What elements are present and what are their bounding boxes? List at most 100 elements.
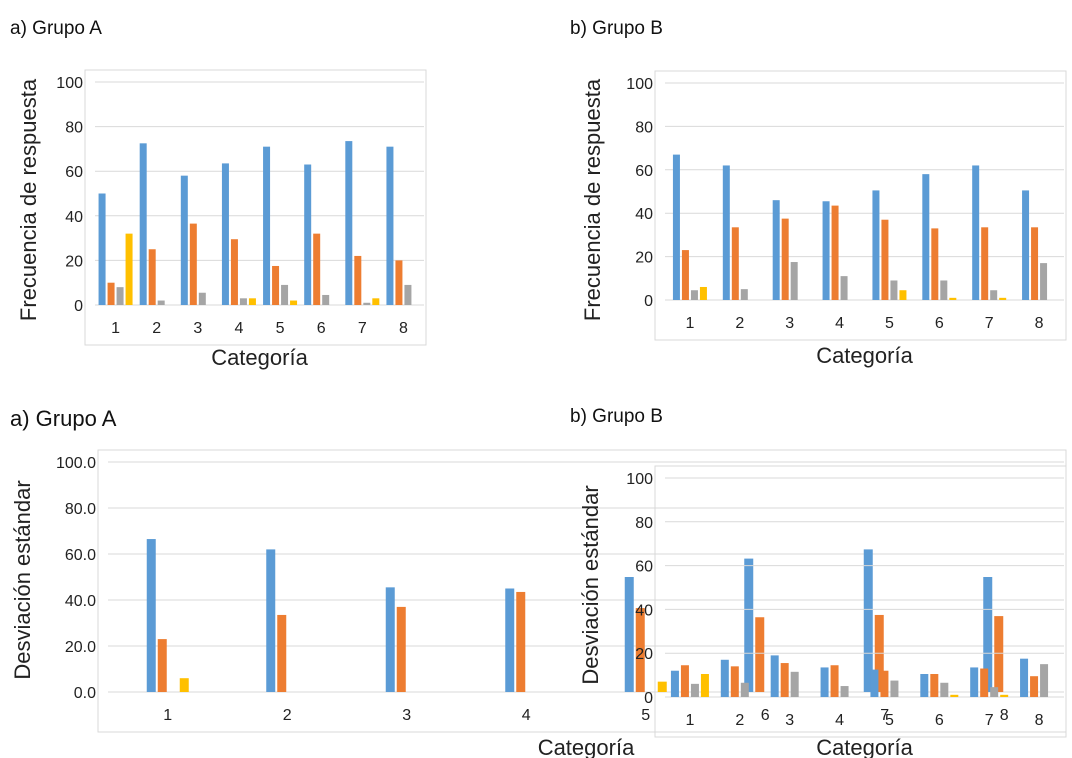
bar (690, 290, 698, 300)
bar (940, 682, 949, 697)
bar (831, 205, 839, 300)
x-tick-label: 6 (317, 320, 326, 337)
x-tick-label: 1 (685, 712, 694, 729)
bar (731, 227, 739, 300)
bar (322, 294, 330, 305)
x-axis-label: Categoría (816, 343, 913, 368)
y-tick-label: 80 (65, 120, 83, 137)
bar (657, 681, 667, 692)
bar (345, 141, 353, 305)
bar (880, 670, 889, 697)
x-tick-label: 6 (761, 707, 770, 724)
chart-title: b) Grupo B (570, 18, 663, 39)
x-tick-label: 7 (985, 315, 994, 332)
bar (999, 297, 1007, 300)
plot-frame (654, 465, 1067, 738)
bar (385, 587, 395, 692)
bar (940, 280, 948, 300)
y-tick-label: 60.0 (65, 547, 96, 564)
bar (680, 665, 689, 697)
bar (922, 174, 930, 300)
bar (1030, 676, 1039, 697)
bar (404, 284, 412, 305)
x-tick-label: 8 (1000, 707, 1009, 724)
bar (780, 663, 789, 697)
y-tick-label: 40.0 (65, 593, 96, 610)
y-tick-label: 40 (635, 206, 653, 223)
bar (950, 694, 959, 697)
bar (755, 617, 765, 692)
bar (930, 674, 939, 697)
bar (770, 655, 779, 697)
bar (670, 670, 679, 697)
x-tick-label: 2 (735, 712, 744, 729)
bar (949, 297, 957, 300)
bar (740, 289, 748, 300)
y-axis-label: Frecuencia de respuesta (16, 78, 41, 321)
x-tick-label: 6 (935, 712, 944, 729)
bar (980, 668, 989, 697)
y-tick-label: 0 (644, 690, 653, 707)
bar (125, 233, 133, 305)
bar (890, 680, 899, 697)
x-tick-label: 2 (152, 320, 161, 337)
x-tick-label: 5 (885, 712, 894, 729)
bar (313, 233, 321, 305)
bar (1020, 658, 1029, 697)
bar (107, 282, 115, 305)
bar (1031, 227, 1039, 300)
bar (972, 165, 980, 300)
bar (304, 164, 312, 305)
x-tick-label: 1 (685, 315, 694, 332)
bar (681, 250, 689, 300)
bar (990, 290, 998, 300)
y-tick-label: 80 (635, 119, 653, 136)
x-tick-label: 1 (163, 707, 172, 724)
y-tick-label: 20 (65, 253, 83, 270)
y-axis-label: Desviación estándar (10, 480, 35, 679)
bar (781, 218, 789, 300)
y-tick-label: 100 (626, 471, 653, 488)
plot-frame (84, 69, 427, 346)
bar (722, 165, 730, 300)
bar (372, 298, 380, 305)
bar (820, 667, 829, 697)
bar (395, 260, 403, 305)
x-tick-label: 8 (399, 320, 408, 337)
x-tick-label: 2 (735, 315, 744, 332)
bar (98, 193, 106, 305)
bar (139, 143, 147, 305)
bar (266, 549, 276, 692)
chart-title: a) Grupo A (10, 406, 117, 431)
x-tick-label: 7 (880, 707, 889, 724)
y-tick-label: 20 (635, 250, 653, 267)
bar (281, 284, 289, 305)
x-tick-label: 1 (111, 320, 120, 337)
bar (920, 674, 929, 697)
x-tick-label: 5 (276, 320, 285, 337)
bar (870, 669, 879, 697)
y-tick-label: 40 (635, 602, 653, 619)
bar (198, 292, 206, 305)
x-tick-label: 8 (1035, 712, 1044, 729)
bar (248, 298, 256, 305)
y-axis-label: Frecuencia de respuesta (580, 78, 605, 321)
bar (189, 223, 197, 305)
bar (700, 674, 709, 697)
bar (790, 671, 799, 697)
bar (730, 666, 739, 697)
bar (116, 287, 124, 305)
bar (772, 200, 780, 300)
x-tick-label: 4 (835, 315, 844, 332)
x-tick-label: 3 (785, 315, 794, 332)
y-tick-label: 80.0 (65, 501, 96, 518)
bar (699, 286, 707, 300)
bar (290, 300, 298, 305)
x-axis-label: Categoría (538, 735, 635, 758)
bar (157, 300, 165, 305)
plot-frame (654, 70, 1067, 341)
bar (720, 659, 729, 697)
